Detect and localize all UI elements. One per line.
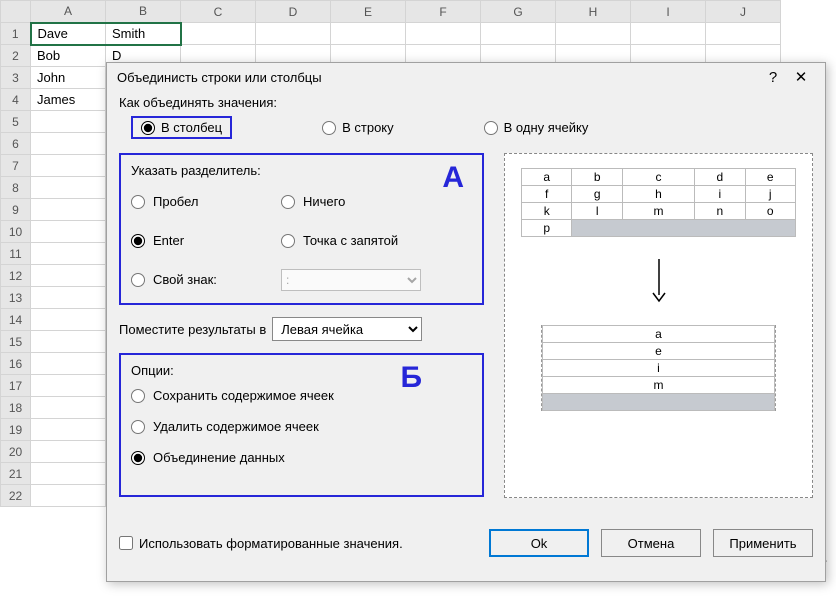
cell[interactable]: Dave (31, 23, 106, 45)
apply-button[interactable]: Применить (713, 529, 813, 557)
row-header[interactable]: 1 (1, 23, 31, 45)
cell[interactable] (31, 111, 106, 133)
cell[interactable] (481, 23, 556, 45)
row-header[interactable]: 15 (1, 331, 31, 353)
place-results-row: Поместите результаты в Левая ячейка (119, 317, 484, 341)
col-header[interactable]: H (556, 1, 631, 23)
row-header[interactable]: 2 (1, 45, 31, 67)
radio-into-column[interactable]: В столбец (131, 116, 232, 139)
radio-sep-enter[interactable]: Enter (131, 233, 281, 248)
radio-into-row-input[interactable] (322, 121, 336, 135)
col-header[interactable]: E (331, 1, 406, 23)
radio-opt-merge[interactable]: Объединение данных (131, 450, 472, 465)
arrow-down-icon (521, 243, 796, 325)
preview-pane: abcde fghij klmno p a e i m (504, 153, 813, 498)
row-header[interactable]: 17 (1, 375, 31, 397)
how-options: В столбец В строку В одну ячейку (119, 116, 813, 139)
corner-cell[interactable] (1, 1, 31, 23)
row-header[interactable]: 4 (1, 89, 31, 111)
radio-into-cell-input[interactable] (484, 121, 498, 135)
dialog-title: Объединисть строки или столбцы (117, 70, 322, 85)
row-header[interactable]: 10 (1, 221, 31, 243)
row-header[interactable]: 18 (1, 397, 31, 419)
merge-dialog: Объединисть строки или столбцы ? ✕ Как о… (106, 62, 826, 582)
row-header[interactable]: 22 (1, 485, 31, 507)
cancel-button[interactable]: Отмена (601, 529, 701, 557)
col-header[interactable]: F (406, 1, 481, 23)
radio-label: В одну ячейку (504, 120, 589, 135)
radio-sep-none[interactable]: Ничего (281, 194, 472, 209)
close-button[interactable]: ✕ (787, 68, 815, 86)
dialog-footer: Использовать форматированные значения. O… (107, 519, 825, 567)
col-header[interactable]: I (631, 1, 706, 23)
col-header[interactable]: C (181, 1, 256, 23)
row-header[interactable]: 3 (1, 67, 31, 89)
cell[interactable]: John (31, 67, 106, 89)
cell[interactable]: Smith (106, 23, 181, 45)
row-header[interactable]: 21 (1, 463, 31, 485)
dialog-titlebar[interactable]: Объединисть строки или столбцы ? ✕ (107, 63, 825, 91)
cell[interactable] (406, 23, 481, 45)
row-header[interactable]: 9 (1, 199, 31, 221)
row-header[interactable]: 6 (1, 133, 31, 155)
radio-into-row[interactable]: В строку (322, 120, 394, 135)
radio-sep-semicolon[interactable]: Точка с запятой (281, 233, 472, 248)
how-label: Как объединять значения: (119, 95, 813, 110)
separator-title: Указать разделитель: (131, 163, 472, 178)
cell[interactable] (706, 23, 781, 45)
place-results-select[interactable]: Левая ячейка (272, 317, 422, 341)
radio-into-cell[interactable]: В одну ячейку (484, 120, 589, 135)
row-header[interactable]: 20 (1, 441, 31, 463)
row-header[interactable]: 5 (1, 111, 31, 133)
preview-top-table: abcde fghij klmno p (521, 168, 796, 237)
row-header[interactable]: 13 (1, 287, 31, 309)
col-header[interactable]: B (106, 1, 181, 23)
cell[interactable] (631, 23, 706, 45)
annotation-letter-a: А (442, 161, 464, 195)
cell[interactable]: James (31, 89, 106, 111)
cell[interactable] (556, 23, 631, 45)
row-header[interactable]: 14 (1, 309, 31, 331)
row-header[interactable]: 11 (1, 243, 31, 265)
radio-into-column-input[interactable] (141, 121, 155, 135)
separator-group: А Указать разделитель: Пробел Ничего Ent… (119, 153, 484, 305)
cell[interactable]: Bob (31, 45, 106, 67)
annotation-letter-b: Б (400, 361, 422, 395)
cell[interactable] (181, 23, 256, 45)
help-button[interactable]: ? (759, 69, 787, 86)
row-header[interactable]: 19 (1, 419, 31, 441)
ok-button[interactable]: Ok (489, 529, 589, 557)
col-header[interactable]: A (31, 1, 106, 23)
col-header[interactable]: J (706, 1, 781, 23)
radio-sep-custom[interactable]: Свой знак: (131, 272, 281, 287)
preview-bottom-table: a e i m (542, 325, 775, 411)
place-label: Поместите результаты в (119, 322, 266, 337)
options-group: Б Опции: Сохранить содержимое ячеек Удал… (119, 353, 484, 497)
row-header[interactable]: 12 (1, 265, 31, 287)
radio-sep-space[interactable]: Пробел (131, 194, 281, 209)
cell[interactable] (256, 23, 331, 45)
radio-label: В столбец (161, 120, 222, 135)
row-header[interactable]: 16 (1, 353, 31, 375)
use-formatted-checkbox[interactable]: Использовать форматированные значения. (119, 536, 477, 551)
cell[interactable] (331, 23, 406, 45)
radio-label: В строку (342, 120, 394, 135)
col-header[interactable]: G (481, 1, 556, 23)
col-header[interactable]: D (256, 1, 331, 23)
row-header[interactable]: 7 (1, 155, 31, 177)
radio-opt-delete[interactable]: Удалить содержимое ячеек (131, 419, 472, 434)
custom-separator-combo[interactable]: : (281, 269, 421, 291)
row-header[interactable]: 8 (1, 177, 31, 199)
